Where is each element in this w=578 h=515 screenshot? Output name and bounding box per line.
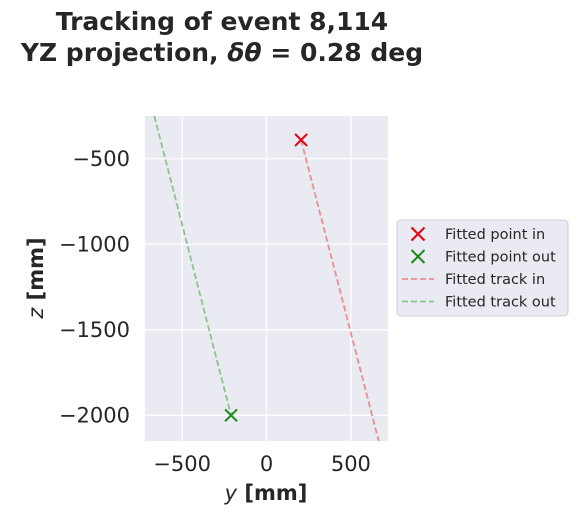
legend-label: Fitted point in (445, 227, 545, 243)
legend-label: Fitted track in (445, 272, 545, 288)
legend-label: Fitted point out (445, 250, 556, 266)
x-axis-variable: y (224, 481, 238, 505)
x-tick-label: −500 (153, 452, 211, 476)
legend-box (396, 219, 569, 317)
track-line (153, 116, 232, 416)
x-tick-label: 500 (331, 452, 371, 476)
y-axis-unit: [mm] (24, 237, 48, 307)
chart-title-line-2: YZ projection, δθ = 0.28 deg (0, 37, 444, 68)
y-tick-label: −500 (72, 147, 130, 171)
y-axis-variable: z (24, 307, 48, 320)
fitted-point-marker (224, 408, 238, 423)
x-axis-unit: [mm] (237, 481, 307, 505)
y-tick-label: −1000 (59, 232, 130, 256)
tick-labels: −500 0 500 −500 −1000 −1500 −2000 (59, 147, 371, 476)
legend-entry: Fitted track in (402, 272, 545, 288)
y-tick-label: −2000 (59, 403, 130, 427)
y-axis-label: z [mm] (24, 237, 48, 319)
legend-entry: Fitted point in (410, 226, 545, 243)
title-value-text: = 0.28 deg (261, 38, 424, 67)
title-projection-text: YZ projection, (20, 38, 228, 67)
grid (145, 116, 388, 441)
chart-title-line-1: Tracking of event 8,114 (55, 7, 389, 36)
x-tick-label: 0 (260, 452, 273, 476)
track-line (300, 139, 380, 441)
x-axis-label: y [mm] (224, 481, 308, 505)
legend-entry: Fitted track out (402, 295, 556, 311)
y-tick-label: −1500 (59, 318, 130, 342)
chart-title: Tracking of event 8,114 YZ projection, δ… (0, 6, 444, 68)
plot-content (153, 116, 380, 441)
legend: Fitted point in Fitted point out Fitted tr… (396, 219, 569, 317)
title-delta-theta-symbol: δθ (227, 38, 262, 67)
fitted-point-marker (294, 133, 308, 147)
legend-entry: Fitted point out (410, 249, 556, 266)
legend-label: Fitted track out (445, 295, 556, 311)
